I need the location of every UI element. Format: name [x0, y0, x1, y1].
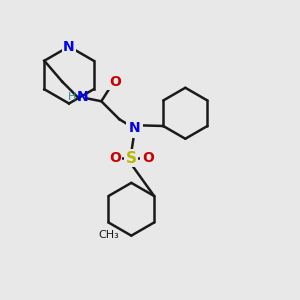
Text: N: N	[63, 40, 75, 53]
Text: N: N	[128, 121, 140, 135]
Text: O: O	[142, 151, 154, 165]
Text: O: O	[109, 75, 121, 89]
Text: O: O	[109, 151, 121, 165]
Text: H: H	[68, 92, 76, 102]
Text: S: S	[126, 151, 137, 166]
Text: CH₃: CH₃	[98, 230, 119, 240]
Text: N: N	[76, 90, 88, 104]
